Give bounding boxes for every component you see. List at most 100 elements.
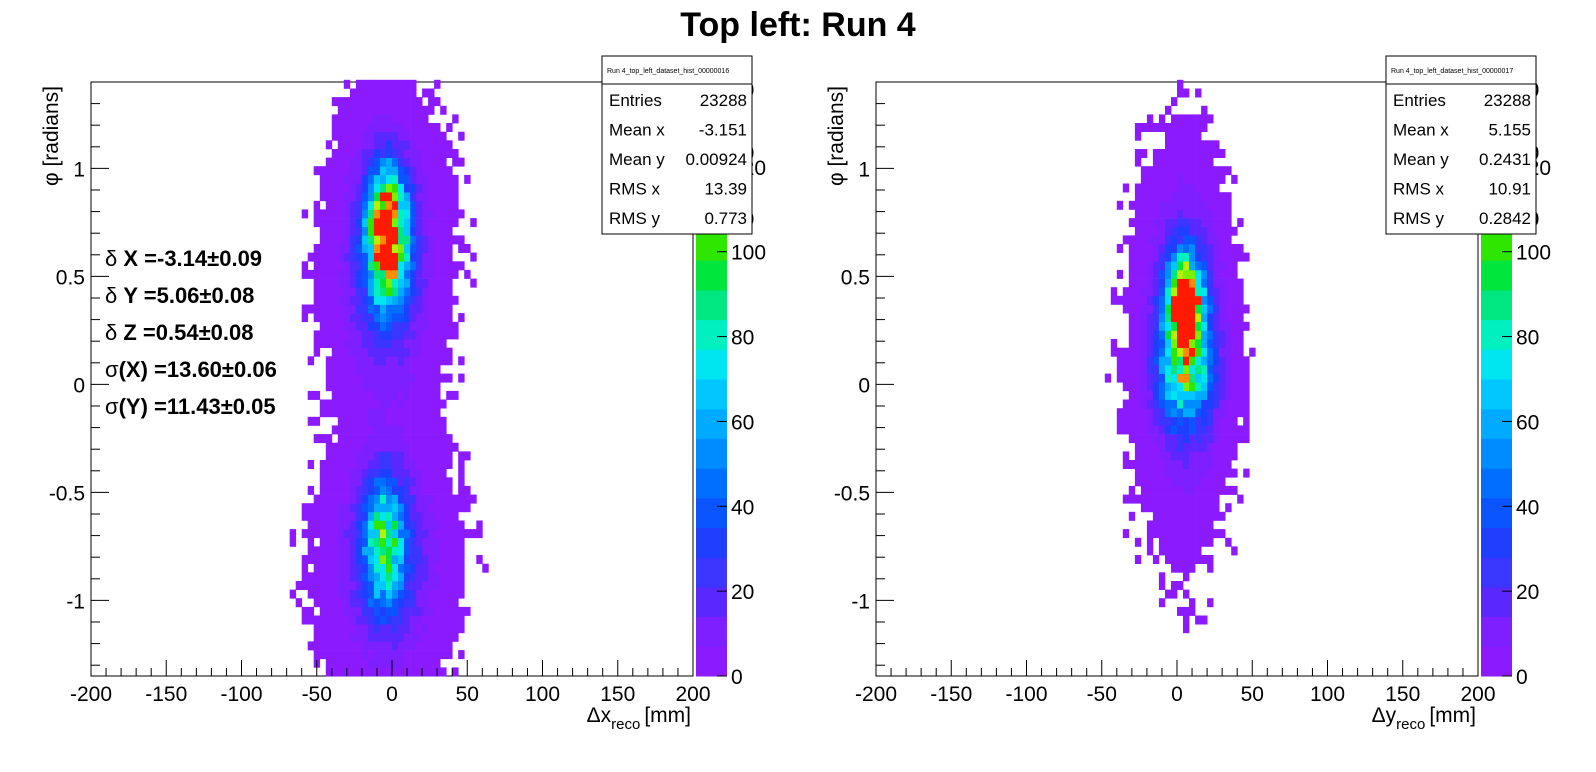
heatmap-cell (1177, 287, 1184, 297)
heatmap-cell (1140, 192, 1148, 202)
heatmap-cell (319, 546, 327, 556)
heatmap-cell (355, 529, 363, 539)
heatmap-cell (367, 140, 375, 150)
heatmap-cell (1158, 278, 1166, 288)
heatmap-cell (331, 218, 339, 228)
heatmap-cell (1158, 166, 1166, 176)
heatmap-cell (1195, 269, 1202, 279)
heatmap-cell (1183, 511, 1190, 521)
heatmap-cell (416, 416, 423, 426)
heatmap-cell (361, 485, 369, 495)
heatmap-cell (1195, 174, 1202, 184)
heatmap-cell (1213, 399, 1220, 409)
heatmap-cell (337, 537, 345, 547)
heatmap-cell (1177, 218, 1184, 228)
heatmap-cell (380, 511, 387, 521)
heatmap-cell (1146, 485, 1154, 495)
heatmap-cell (361, 494, 369, 504)
heatmap-cell (1165, 520, 1172, 530)
heatmap-cell (1140, 261, 1148, 271)
heatmap-cell (1158, 598, 1166, 608)
heatmap-cell (361, 650, 369, 660)
heatmap-cell (416, 321, 423, 331)
heatmap-cell (440, 581, 447, 590)
heatmap-cell (434, 511, 441, 521)
heatmap-cell (331, 615, 339, 625)
heatmap-cell (355, 598, 363, 608)
heatmap-cell (355, 356, 363, 366)
heatmap-cell (355, 183, 363, 193)
heatmap-cell (416, 365, 423, 374)
heatmap-cell (434, 97, 441, 107)
heatmap-cell (1177, 131, 1184, 141)
heatmap-cell (307, 511, 315, 521)
heatmap-cell (367, 598, 375, 608)
heatmap-cell (428, 287, 435, 297)
heatmap-cell (410, 529, 417, 539)
heatmap-cell (416, 563, 423, 573)
heatmap-cell (1225, 252, 1232, 262)
heatmap-cell (325, 192, 333, 202)
fit-result-symbol: δ (105, 320, 117, 345)
heatmap-cell (1195, 304, 1202, 314)
heatmap-cell (380, 278, 387, 288)
heatmap-cell (331, 97, 339, 107)
heatmap-cell (1195, 399, 1202, 409)
heatmap-cell (404, 408, 411, 418)
heatmap-cell (1165, 321, 1172, 331)
heatmap-cell (1207, 347, 1214, 357)
heatmap-cell (434, 529, 441, 539)
heatmap-cell (343, 624, 351, 634)
heatmap-cell (380, 140, 387, 150)
heatmap-cell (343, 339, 351, 348)
heatmap-cell (410, 269, 417, 279)
heatmap-cell (1231, 356, 1238, 366)
heatmap-cell (428, 477, 435, 487)
heatmap-cell (373, 434, 381, 444)
heatmap-cell (1165, 218, 1172, 228)
heatmap-cell (1152, 252, 1160, 262)
heatmap-cell (355, 313, 363, 323)
heatmap-cell (404, 269, 411, 279)
heatmap-cell (1152, 408, 1160, 418)
heatmap-cell (1231, 468, 1238, 478)
heatmap-cell (325, 261, 333, 271)
heatmap-cell (1134, 235, 1142, 245)
heatmap-cell (367, 555, 375, 564)
heatmap-cell (416, 485, 423, 495)
heatmap-cell (392, 477, 399, 487)
heatmap-cell (1146, 373, 1154, 383)
heatmap-cell (428, 529, 435, 539)
heatmap-cell (355, 347, 363, 357)
heatmap-cell (398, 114, 405, 124)
heatmap-cell (386, 97, 393, 107)
heatmap-cell (1146, 269, 1154, 279)
heatmap-cell (1213, 339, 1220, 348)
heatmap-cell (361, 520, 369, 530)
heatmap-cell (343, 520, 351, 530)
heatmap-cell (464, 451, 471, 461)
heatmap-cell (1134, 494, 1142, 504)
heatmap-cell (404, 321, 411, 331)
heatmap-cell (1177, 200, 1184, 210)
heatmap-cell (1152, 555, 1160, 564)
heatmap-cell (434, 287, 441, 297)
heatmap-cell (1183, 555, 1190, 564)
heatmap-cell (428, 339, 435, 348)
heatmap-cell (1189, 131, 1196, 141)
heatmap-cell (1140, 416, 1148, 426)
heatmap-cell (380, 347, 387, 357)
heatmap-cell (1219, 399, 1226, 409)
heatmap-cell (398, 503, 405, 513)
heatmap-cell (367, 537, 375, 547)
heatmap-cell (434, 244, 441, 253)
heatmap-cell (428, 200, 435, 210)
heatmap-cell (1152, 157, 1160, 167)
heatmap-cell (1237, 434, 1244, 444)
heatmap-cell (1213, 365, 1220, 374)
heatmap-cell (373, 632, 381, 642)
heatmap-cell (367, 347, 375, 357)
heatmap-cell (343, 218, 351, 228)
colorbar-tick-label: 40 (1516, 496, 1539, 519)
y-tick-label: -1 (851, 590, 870, 613)
